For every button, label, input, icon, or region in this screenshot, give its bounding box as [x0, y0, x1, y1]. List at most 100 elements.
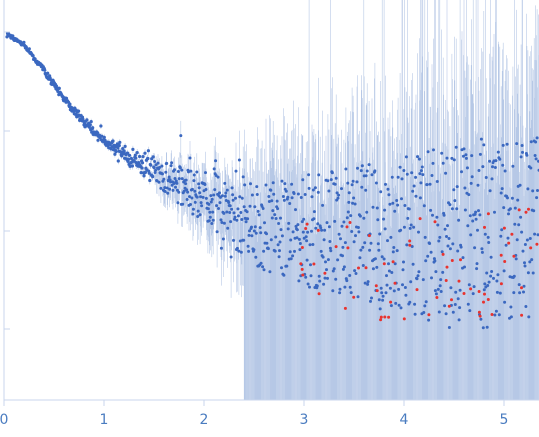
- data-point: [487, 280, 491, 284]
- data-point: [373, 169, 377, 173]
- data-point: [415, 277, 419, 281]
- data-point: [517, 283, 521, 287]
- data-point: [469, 233, 473, 237]
- error-bars: [6, 0, 539, 400]
- data-point: [277, 255, 281, 259]
- data-point: [308, 243, 312, 247]
- data-point: [305, 239, 309, 243]
- data-point: [535, 136, 539, 140]
- data-point: [489, 255, 493, 259]
- data-point: [489, 274, 493, 278]
- data-point: [148, 178, 152, 183]
- data-point: [455, 207, 459, 211]
- data-point: [332, 267, 336, 271]
- data-point: [95, 131, 100, 135]
- data-point: [498, 157, 502, 161]
- data-point: [320, 228, 324, 232]
- data-point: [239, 211, 243, 214]
- x-tick-label: 4: [400, 412, 409, 428]
- data-point: [388, 202, 392, 206]
- data-point: [467, 193, 471, 197]
- data-point: [343, 285, 347, 289]
- data-point: [303, 193, 307, 196]
- data-point: [236, 207, 240, 211]
- data-point: [189, 169, 193, 173]
- data-point: [197, 182, 201, 186]
- data-point: [491, 165, 494, 169]
- outlier-point: [529, 246, 533, 250]
- data-point: [407, 207, 411, 211]
- data-point: [223, 181, 227, 185]
- data-point: [442, 213, 446, 217]
- data-point: [147, 171, 151, 175]
- data-point: [325, 221, 329, 225]
- data-point: [328, 240, 332, 243]
- data-point: [435, 215, 439, 219]
- outlier-point: [499, 282, 503, 286]
- data-point: [199, 195, 203, 199]
- data-point: [212, 193, 216, 197]
- data-point: [464, 156, 468, 160]
- data-point: [169, 164, 173, 168]
- outlier-point: [477, 290, 481, 293]
- data-point: [206, 207, 210, 211]
- data-point: [509, 315, 513, 319]
- data-point: [486, 284, 490, 287]
- data-point: [437, 239, 441, 243]
- data-point: [223, 194, 227, 198]
- data-point: [276, 207, 280, 211]
- outlier-point: [520, 313, 524, 317]
- data-point: [480, 247, 484, 251]
- data-point: [465, 166, 469, 170]
- data-point: [196, 209, 200, 213]
- data-point: [521, 249, 525, 253]
- data-point: [152, 166, 156, 170]
- data-point: [520, 230, 524, 234]
- data-point: [478, 152, 482, 156]
- data-point: [157, 180, 161, 184]
- data-point: [391, 201, 395, 205]
- data-point: [334, 176, 338, 180]
- data-point: [503, 300, 507, 304]
- data-point: [358, 214, 362, 218]
- data-point: [316, 190, 320, 194]
- data-point: [512, 291, 516, 295]
- data-point: [463, 265, 466, 269]
- outlier-point: [486, 212, 490, 216]
- data-point: [160, 172, 164, 176]
- data-point: [31, 54, 35, 58]
- data-point: [231, 193, 235, 197]
- data-point: [238, 195, 242, 199]
- data-point: [325, 268, 328, 272]
- outlier-point: [478, 314, 482, 318]
- data-point: [99, 124, 103, 128]
- data-point: [399, 228, 403, 232]
- data-point: [497, 313, 501, 317]
- data-point: [505, 142, 509, 146]
- data-point: [421, 278, 425, 282]
- data-point: [269, 238, 273, 242]
- outlier-point: [364, 266, 368, 270]
- outlier-point: [357, 266, 360, 270]
- data-point: [304, 235, 308, 239]
- data-point: [185, 188, 189, 192]
- data-point: [346, 181, 350, 185]
- data-point: [288, 250, 292, 254]
- data-point: [232, 211, 236, 215]
- outlier-point: [482, 300, 485, 304]
- data-point: [444, 312, 448, 316]
- data-point: [139, 171, 143, 175]
- data-point: [411, 189, 415, 193]
- data-point: [311, 243, 315, 246]
- data-point: [405, 172, 409, 176]
- data-point: [222, 221, 226, 225]
- data-point: [535, 196, 539, 200]
- data-point: [351, 179, 355, 183]
- data-point: [475, 267, 479, 271]
- data-point: [530, 258, 534, 262]
- data-point: [262, 249, 266, 253]
- outlier-point: [441, 252, 445, 256]
- data-point: [404, 155, 408, 159]
- data-point: [11, 34, 15, 38]
- data-point: [219, 246, 223, 250]
